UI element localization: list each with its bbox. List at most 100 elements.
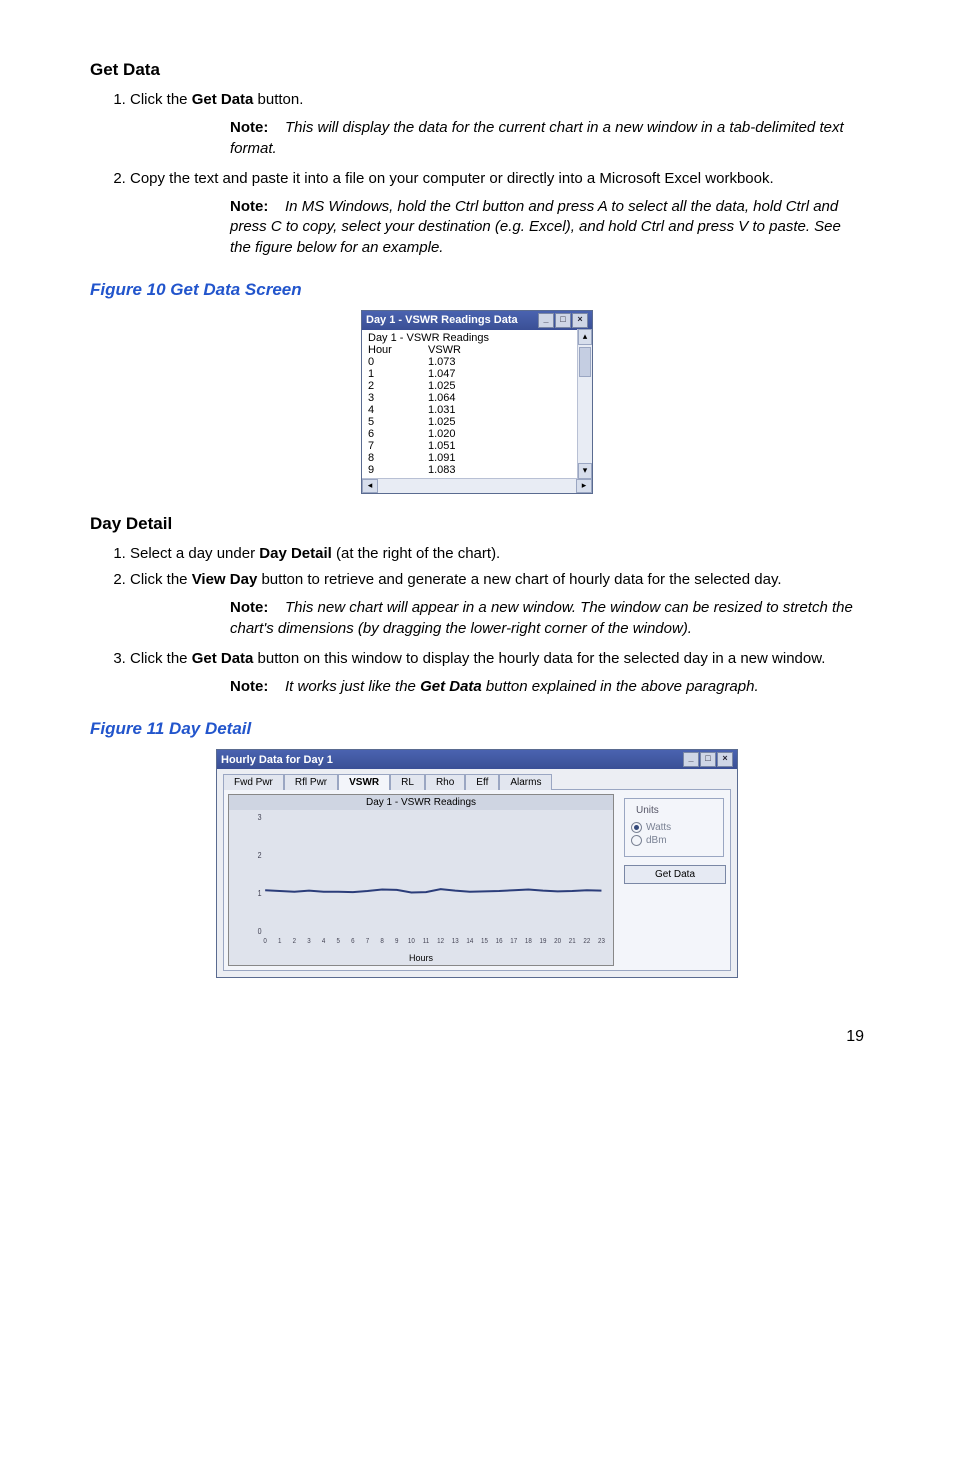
tab-rfl-pwr[interactable]: Rfl Pwr (284, 774, 338, 790)
chart-plot: 0123012345678910111213141516171819202122… (251, 813, 605, 945)
step1-bold: Get Data (192, 91, 254, 108)
svg-text:0: 0 (258, 927, 262, 937)
minimize-icon[interactable]: _ (538, 313, 554, 328)
svg-text:9: 9 (395, 938, 399, 945)
cell-hour: 1 (368, 368, 428, 380)
col-hour: Hour (368, 344, 428, 356)
heading-get-data: Get Data (90, 60, 864, 80)
dd3-c: button on this window to display the hou… (253, 650, 825, 667)
chart-xlabel: Hours (229, 953, 613, 963)
fig10-rows: 01.07311.04721.02531.06441.03151.02561.0… (368, 356, 586, 476)
table-row: 11.047 (368, 368, 586, 380)
scroll-h-track[interactable] (378, 480, 576, 492)
heading-day-detail: Day Detail (90, 514, 864, 534)
cell-vswr: 1.051 (428, 440, 528, 452)
fig11-content: Day 1 - VSWR Readings 012301234567891011… (223, 789, 731, 971)
cell-vswr: 1.083 (428, 464, 528, 476)
tab-fwd-pwr[interactable]: Fwd Pwr (223, 774, 284, 790)
maximize-icon[interactable]: □ (700, 752, 716, 767)
note4-a: It works just like the (285, 678, 420, 695)
tab-alarms[interactable]: Alarms (499, 774, 552, 790)
units-label: Units (633, 805, 662, 816)
step1-text-b: button. (253, 91, 303, 108)
scroll-left-icon[interactable]: ◂ (362, 479, 378, 493)
note1-text: This will display the data for the curre… (230, 119, 844, 156)
dd1-a: Select a day under (130, 545, 259, 562)
chart-svg: 0123012345678910111213141516171819202122… (251, 813, 605, 945)
cell-vswr: 1.073 (428, 356, 528, 368)
tab-rho[interactable]: Rho (425, 774, 465, 790)
table-row: 51.025 (368, 416, 586, 428)
svg-text:5: 5 (337, 938, 341, 945)
cell-hour: 8 (368, 452, 428, 464)
chart-title: Day 1 - VSWR Readings (229, 795, 613, 810)
svg-text:12: 12 (437, 938, 444, 945)
cell-hour: 2 (368, 380, 428, 392)
get-data-button[interactable]: Get Data (624, 865, 726, 884)
svg-text:23: 23 (598, 938, 605, 945)
minimize-icon[interactable]: _ (683, 752, 699, 767)
tab-eff[interactable]: Eff (465, 774, 499, 790)
svg-text:20: 20 (554, 938, 561, 945)
dd3-a: Click the (130, 650, 192, 667)
fig11-title-text: Hourly Data for Day 1 (221, 754, 333, 766)
radio-dot-icon (631, 822, 642, 833)
dd2-c: button to retrieve and generate a new ch… (257, 571, 781, 588)
radio-watts[interactable]: Watts (631, 822, 717, 833)
note4-b: Get Data (420, 678, 482, 695)
scroll-up-icon[interactable]: ▴ (578, 329, 592, 345)
cell-vswr: 1.020 (428, 428, 528, 440)
fig11-window: Hourly Data for Day 1 _ □ × Fwd PwrRfl P… (216, 749, 738, 978)
fig10-titlebar: Day 1 - VSWR Readings Data _ □ × (362, 311, 592, 330)
svg-text:8: 8 (380, 938, 384, 945)
scroll-right-icon[interactable]: ▸ (576, 479, 592, 493)
svg-text:17: 17 (510, 938, 517, 945)
dd-step-3: Click the Get Data button on this window… (130, 649, 864, 698)
fig10-title-text: Day 1 - VSWR Readings Data (366, 314, 518, 326)
scrollbar-vertical[interactable]: ▴ ▾ (577, 329, 592, 479)
dd1-c: (at the right of the chart). (332, 545, 500, 562)
radio-dbm[interactable]: dBm (631, 835, 717, 846)
page-number: 19 (846, 1028, 864, 1046)
cell-hour: 5 (368, 416, 428, 428)
note-2: Note: In MS Windows, hold the Ctrl butto… (230, 197, 864, 258)
dd2-b: View Day (192, 571, 258, 588)
svg-text:3: 3 (307, 938, 311, 945)
maximize-icon[interactable]: □ (555, 313, 571, 328)
table-row: 41.031 (368, 404, 586, 416)
note3-text: This new chart will appear in a new wind… (230, 599, 853, 636)
svg-text:11: 11 (423, 938, 430, 945)
window-controls: _ □ × (683, 752, 733, 767)
table-row: 81.091 (368, 452, 586, 464)
close-icon[interactable]: × (572, 313, 588, 328)
note-label: Note: (230, 119, 268, 136)
scrollbar-horizontal[interactable]: ◂ ▸ (362, 478, 592, 493)
svg-text:16: 16 (496, 938, 503, 945)
table-row: 71.051 (368, 440, 586, 452)
svg-text:0: 0 (263, 938, 267, 945)
cell-hour: 7 (368, 440, 428, 452)
cell-vswr: 1.091 (428, 452, 528, 464)
svg-text:1: 1 (278, 938, 282, 945)
scroll-down-icon[interactable]: ▾ (578, 463, 592, 479)
dd-step-1: Select a day under Day Detail (at the ri… (130, 544, 864, 564)
fig11-side: Units Watts dBm Get Data (618, 790, 730, 970)
units-group: Units Watts dBm (624, 798, 724, 857)
chart-wrap: Day 1 - VSWR Readings 012301234567891011… (224, 790, 618, 970)
tab-vswr[interactable]: VSWR (338, 774, 390, 790)
dd1-b: Day Detail (259, 545, 332, 562)
note-3: Note: This new chart will appear in a ne… (230, 598, 864, 639)
fig10-window: Day 1 - VSWR Readings Data _ □ × Day 1 -… (361, 310, 593, 494)
scroll-thumb[interactable] (579, 347, 591, 377)
note-1: Note: This will display the data for the… (230, 118, 864, 159)
tab-rl[interactable]: RL (390, 774, 425, 790)
table-row: 01.073 (368, 356, 586, 368)
close-icon[interactable]: × (717, 752, 733, 767)
table-row: 31.064 (368, 392, 586, 404)
svg-text:14: 14 (466, 938, 473, 945)
note3-spacer (273, 599, 281, 616)
daydetail-steps: Select a day under Day Detail (at the ri… (90, 544, 864, 698)
fig11-titlebar: Hourly Data for Day 1 _ □ × (217, 750, 737, 769)
step2-text: Copy the text and paste it into a file o… (130, 170, 774, 187)
fig10-header: Day 1 - VSWR Readings (368, 332, 586, 344)
